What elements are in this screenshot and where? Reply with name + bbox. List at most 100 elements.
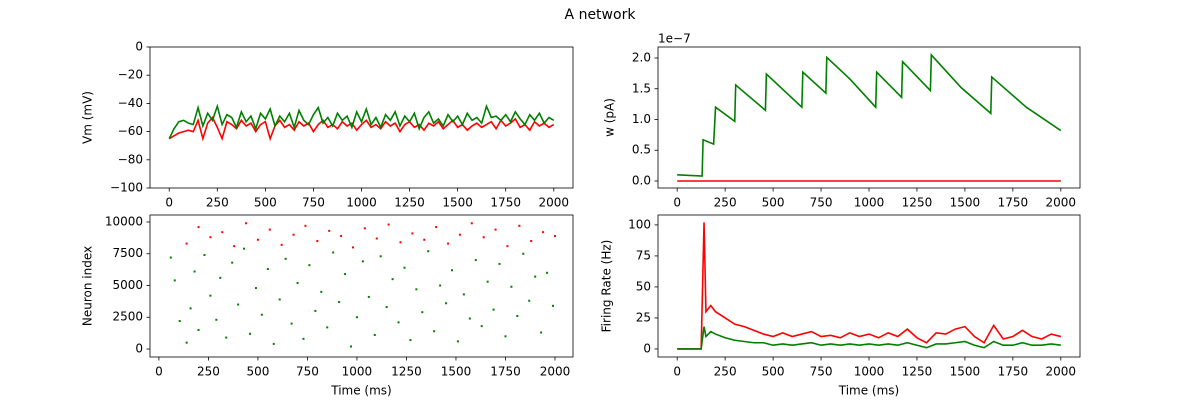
spike-dot [189,307,192,310]
spike-dot [518,224,521,227]
spike-dot [328,229,331,232]
spike-dot [403,266,406,269]
x-tick-label: 0 [165,196,173,210]
spike-dot [338,301,341,304]
y-tick-label: 0.0 [632,173,651,187]
y-tick-label: 7500 [112,246,143,260]
spike-dot [528,299,531,302]
spike-dot [433,330,436,333]
y-tick-label: −100 [110,181,143,195]
spike-dot [516,314,519,317]
axes-frame [657,46,1081,189]
spike-dot [350,345,353,348]
x-tick-label: 1500 [441,365,472,379]
spike-dot [203,254,206,257]
x-tick-label: 2000 [1046,196,1077,210]
x-tick-label: 1500 [950,196,981,210]
spike-dot [494,228,497,231]
x-tick-label: 1000 [342,365,373,379]
y-tick-label: 75 [636,248,651,262]
spike-dot [445,302,448,305]
y-tick-label: −60 [118,124,143,138]
spike-dot [379,255,382,258]
x-tick-label: 1750 [998,196,1029,210]
spike-dot [409,339,412,342]
spike-dot [197,226,200,229]
series-line [168,116,555,142]
spike-dot [243,247,246,250]
x-tick-label: 0 [673,196,681,210]
spike-dot [421,311,424,314]
spike-dot [530,240,533,243]
spike-dot [308,264,311,267]
spike-dot [506,245,509,248]
spike-dot [458,233,461,236]
spike-dot [504,335,507,338]
spike-dot [302,337,305,340]
spike-dot [344,273,347,276]
spike-dot [178,320,181,323]
spike-dot [332,251,335,254]
spike-dot [546,271,549,274]
spike-dot [427,250,430,253]
spike-dot [225,336,228,339]
spike-dot [355,316,358,319]
spike-dot [387,223,390,226]
x-axis-label: Time (ms) [330,384,392,398]
x-tick-label: 0 [155,365,163,379]
spike-dot [456,340,459,343]
spike-dot [340,234,343,237]
y-tick-label: 0 [135,40,143,54]
y-tick-label: −20 [118,68,143,82]
x-tick-label: 2000 [1046,365,1077,379]
x-tick-label: 250 [197,365,220,379]
spike-dot [320,290,323,293]
axes-frame [149,214,574,358]
spike-dot [268,228,271,231]
spike-dot [260,313,263,316]
spike-dot [447,242,450,245]
y-tick-label: 25 [636,310,651,324]
figure-title: A network [565,7,637,23]
spike-dot [451,269,454,272]
spike-dot [231,261,234,264]
x-tick-label: 250 [206,196,229,210]
spike-dot [169,256,172,259]
spike-dot [304,224,307,227]
x-tick-label: 1000 [346,196,377,210]
x-axis-label: Time (ms) [838,384,900,398]
spike-dot [399,241,402,244]
spike-dot [468,317,471,320]
spike-dot [397,321,400,324]
spike-dot [185,242,188,245]
spike-dot [284,257,287,260]
spike-dot [498,262,501,265]
spike-dot [482,236,485,239]
x-tick-label: 1750 [998,365,1029,379]
x-tick-label: 0 [673,365,681,379]
spike-dot [193,270,196,273]
spike-dot [423,238,426,241]
series-line [677,52,1062,177]
y-tick-label: 0 [643,341,651,355]
spike-dot [296,281,299,284]
x-tick-label: 1250 [902,365,933,379]
spike-dot [480,325,483,328]
spike-dot [237,303,240,306]
y-tick-label: 0 [135,341,143,355]
x-tick-label: 750 [296,365,319,379]
x-tick-label: 500 [254,196,277,210]
x-tick-label: 250 [714,365,737,379]
spike-dot [266,267,269,270]
spike-dot [534,275,537,278]
x-tick-label: 500 [762,196,785,210]
spike-dot [439,284,442,287]
spike-dot [522,252,525,255]
spike-dot [280,243,283,246]
spike-dot [462,293,465,296]
series-line [677,222,1062,350]
spike-dot [542,231,545,234]
y-tick-label: −80 [118,152,143,166]
spike-dot [233,245,236,248]
